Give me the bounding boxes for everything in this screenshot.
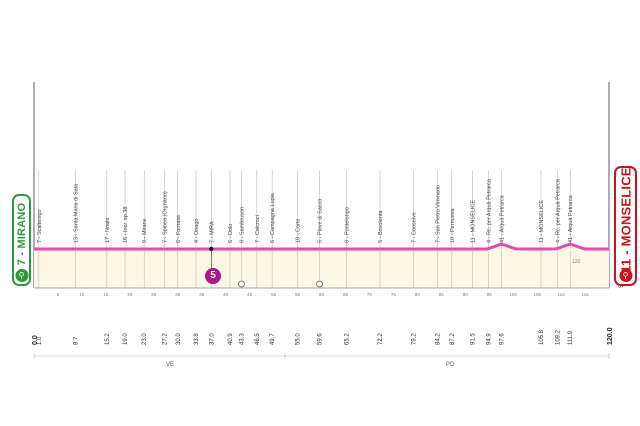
intermediate-sprint-icon <box>316 280 323 288</box>
waypoint-km: 59.6 <box>318 333 324 345</box>
waypoint-km: 79.2 <box>412 333 418 345</box>
scale-tick: 50 <box>271 292 277 297</box>
scale-tick: 85 <box>439 292 445 297</box>
waypoint-km: 65.2 <box>344 333 350 345</box>
start-finish-icon: ⚲ <box>15 269 28 282</box>
elevation-tag: 120 <box>572 259 581 265</box>
start-town-badge: 7 - MIRANO ⚲ <box>12 194 31 286</box>
scale-tick: 80 <box>415 292 421 297</box>
waypoint-km: 72.2 <box>378 333 384 345</box>
waypoint-name: 4 - Oriago <box>194 219 200 243</box>
waypoint-name: 5 - Piove di Sacco <box>318 199 324 243</box>
scale-tick: 105 <box>533 292 541 297</box>
waypoint-name: 6 - Dolo <box>228 224 234 243</box>
waypoint-km: 87.2 <box>450 333 456 345</box>
start-town-label: 7 - MIRANO <box>15 202 28 266</box>
waypoint-name: 10 - Pernumia <box>450 208 456 243</box>
scale-tick: 90 <box>463 292 469 297</box>
waypoint-km: 40.9 <box>228 333 234 345</box>
waypoint-name: 17 - Noale <box>105 218 111 243</box>
start-finish-icon: ⚲ <box>619 269 632 282</box>
waypoint-km: 55.0 <box>296 333 302 345</box>
scale-tick: 5 <box>57 292 60 297</box>
waypoint-km: 111.9 <box>568 330 574 345</box>
waypoint-km: 91.5 <box>470 333 476 345</box>
waypoint-name: 4 - Rc. per Arquà Petrarca <box>555 178 561 243</box>
waypoint-name: 41 - Arquà Petrarca <box>568 194 574 243</box>
waypoint-name: 5 - Bovolenta <box>378 210 384 243</box>
waypoint-name: 11 - MONSELICE <box>539 200 545 243</box>
waypoint-name: 10 - Corte <box>296 219 302 243</box>
waypoint-name: 7 - Spinea (Orgnano) <box>162 191 168 243</box>
waypoint-name: 4 - Rc. per Arquà Petrarca <box>487 178 493 243</box>
waypoint-km: 1.0 <box>37 336 43 345</box>
intermediate-sprint-icon <box>238 280 245 288</box>
waypoint-name: 9 - Mirane <box>142 218 148 243</box>
province-label: PD <box>446 362 455 368</box>
scale-tick: 10 <box>79 292 85 297</box>
waypoint-name: 8 - Sambruson <box>239 207 245 243</box>
waypoint-km: 37.0 <box>209 333 215 345</box>
scale-tick: 20 <box>127 292 133 297</box>
scale-tick: 95 <box>487 292 493 297</box>
route-line <box>34 242 609 251</box>
waypoint-km: 84.2 <box>435 333 441 345</box>
scale-tick: 35 <box>199 292 205 297</box>
waypoint-name: 7 - Calcroci <box>255 215 261 243</box>
waypoint-name: 7 - Conselve <box>412 212 418 243</box>
waypoint-name: 8 - Pontelongo <box>344 207 350 243</box>
waypoint-km: 19.0 <box>123 333 129 345</box>
waypoint-name: 11 - MONSELICE <box>470 200 476 243</box>
waypoint-km: 49.7 <box>270 333 276 345</box>
scale-tick: 110 <box>557 292 565 297</box>
finish-km-label: 120.0 <box>607 327 614 345</box>
waypoint-name: 6 - Fornase <box>176 215 182 243</box>
province-label: VE <box>166 362 174 368</box>
waypoint-name: 7 - Scaltenigo <box>37 209 43 243</box>
waypoint-km: 33.8 <box>194 333 200 345</box>
finish-town-badge: 11 - MONSELICE ⚲ <box>614 166 637 286</box>
waypoint-name: 41 - Arquà Petrarca <box>500 194 506 243</box>
waypoint-km: 97.6 <box>500 333 506 345</box>
waypoint-km: 109.2 <box>555 329 561 345</box>
sprint-marker: 5 <box>205 268 221 284</box>
scale-tick: 100 <box>509 292 517 297</box>
start-km-label: 0.0 <box>32 335 39 345</box>
waypoint-name: 7 - San Pietro Viminario <box>435 185 441 243</box>
scale-tick: 115 <box>581 292 589 297</box>
waypoint-km: 94.9 <box>487 333 493 345</box>
scale-tick: 25 <box>151 292 157 297</box>
waypoint-km: 8.7 <box>74 336 80 345</box>
scale-tick: 75 <box>391 292 397 297</box>
waypoint-km: 105.8 <box>539 329 545 345</box>
waypoint-km: 46.5 <box>255 333 261 345</box>
waypoint-km: 27.2 <box>162 333 168 345</box>
scale-tick: 45 <box>247 292 253 297</box>
scale-tick: 60 <box>319 292 325 297</box>
waypoint-name: 16 - Incr. sp.38 <box>123 207 129 243</box>
waypoint-km: 43.3 <box>239 333 245 345</box>
waypoint-km: 23.0 <box>142 333 148 345</box>
finish-town-label: 11 - MONSELICE <box>618 167 633 273</box>
scale-tick: 40 <box>223 292 229 297</box>
scale-tick: 15 <box>103 292 109 297</box>
waypoint-name: 6 - Campagna Lupia <box>270 192 276 243</box>
scale-tick: 70 <box>367 292 373 297</box>
waypoint-name: 7 - MIRA <box>209 221 215 243</box>
waypoint-km: 15.2 <box>105 333 111 345</box>
scale-tick: 65 <box>343 292 349 297</box>
scale-tick: 55 <box>295 292 301 297</box>
waypoint-km: 30.0 <box>176 333 182 345</box>
waypoint-name: 13 - Santa Maria di Sala <box>74 183 80 243</box>
scale-tick: 30 <box>175 292 181 297</box>
